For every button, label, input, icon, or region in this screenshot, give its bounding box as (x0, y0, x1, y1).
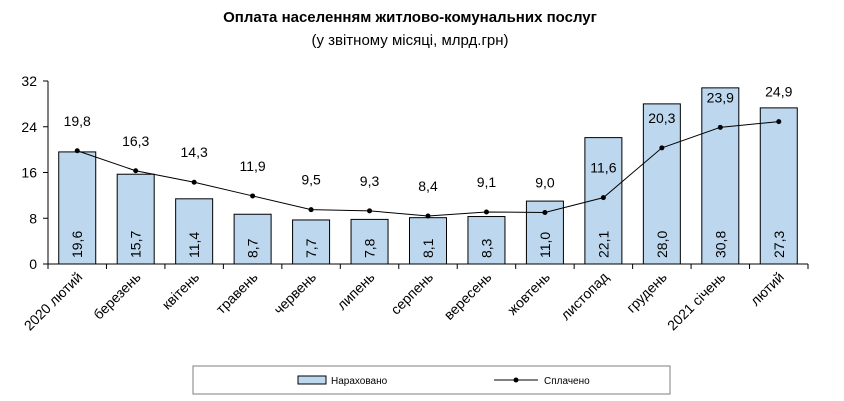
bar-accrued (175, 198, 214, 265)
bar-value-label: 15,7 (128, 231, 144, 258)
legend-bar-swatch (297, 375, 327, 385)
x-category-label: березень (90, 269, 144, 323)
bar-value-label: 7,8 (362, 238, 378, 258)
line-value-label: 11,6 (590, 160, 616, 176)
line-point-paid (600, 195, 606, 201)
x-category-label: квітень (159, 269, 203, 313)
plot-area: 0 8 16 24 32 19,6 15,7 11,4 8,7 7,7 7,8 8,1 8,3 11,0 2… (21, 73, 809, 334)
line-point-paid (133, 168, 139, 174)
bar-accrued (701, 87, 740, 265)
bar-accrued (467, 216, 506, 265)
bar-accrued (409, 217, 447, 265)
bar-accrued (292, 219, 331, 265)
bar-value-label: 8,1 (420, 238, 436, 258)
bar-accrued (58, 151, 97, 265)
line-value-label: 14,3 (181, 144, 208, 160)
bar-value-label: 8,3 (478, 238, 494, 258)
line-value-label: 9,5 (301, 172, 321, 188)
bar-value-label: 11,4 (186, 232, 202, 258)
chart-title: Оплата населенням житлово-комунальних по… (223, 9, 597, 26)
line-point-paid (191, 179, 197, 185)
line-value-label: 9,0 (535, 175, 555, 191)
line-point-paid (250, 193, 256, 199)
y-tick-label: 32 (21, 73, 37, 89)
line-value-label: 9,1 (477, 174, 497, 190)
line-value-label: 19,8 (64, 113, 91, 129)
chart-subtitle: (у звітному місяці, млрд.грн) (311, 32, 508, 49)
legend-line-marker (513, 377, 519, 383)
line-point-paid (425, 213, 431, 219)
line-value-label: 11,9 (240, 158, 266, 174)
x-category-label: грудень (623, 269, 670, 316)
x-category-label: 2021 січень (664, 269, 729, 334)
line-point-paid (367, 208, 373, 214)
bar-value-label: 11,0 (537, 232, 553, 258)
bar-value-label: 19,6 (69, 231, 85, 258)
line-value-label: 24,9 (765, 84, 792, 100)
line-value-label: 20,3 (648, 110, 675, 126)
line-point-paid (717, 124, 723, 130)
x-category-label: вересень (441, 269, 495, 323)
bar-value-label: 22,1 (595, 231, 611, 258)
line-value-label: 9,3 (360, 173, 380, 189)
legend: Нараховано Сплачено (192, 365, 671, 395)
x-category-label: жовтень (504, 269, 553, 318)
x-category-label: 2020 лютий (21, 269, 86, 334)
x-category-label: лютий (747, 269, 787, 309)
y-tick-label: 16 (21, 165, 37, 181)
bar-accrued (116, 173, 155, 265)
bar-accrued (759, 107, 798, 265)
bar-value-label: 8,7 (245, 238, 261, 258)
line-point-paid (659, 145, 665, 151)
bar-accrued (642, 103, 681, 265)
line-point-paid (308, 207, 314, 213)
line-point-paid (483, 209, 489, 215)
legend-label-accrued: Нараховано (331, 376, 388, 387)
line-value-label: 23,9 (707, 89, 734, 105)
bar-value-label: 7,7 (303, 238, 319, 258)
legend-label-paid: Сплачено (544, 376, 590, 387)
bar-accrued (233, 213, 272, 265)
bar-value-label: 27,3 (771, 231, 787, 258)
x-category-label: липень (334, 269, 378, 313)
bar-accrued (350, 218, 389, 265)
line-point-paid (542, 210, 548, 216)
line-point-paid (74, 148, 80, 154)
bar-value-label: 28,0 (654, 231, 670, 258)
x-category-label: листопад (557, 269, 611, 323)
line-value-label: 8,4 (418, 178, 438, 194)
x-category-label: червень (270, 269, 319, 318)
x-category-label: травень (213, 269, 261, 317)
line-value-label: 16,3 (122, 133, 149, 149)
y-tick-label: 24 (21, 119, 37, 135)
y-tick-label: 8 (29, 210, 37, 226)
legend-frame (192, 365, 671, 395)
bar-value-label: 30,8 (712, 231, 728, 258)
line-point-paid (776, 119, 782, 125)
x-category-label: серпень (387, 269, 436, 318)
y-tick-label: 0 (29, 256, 37, 272)
